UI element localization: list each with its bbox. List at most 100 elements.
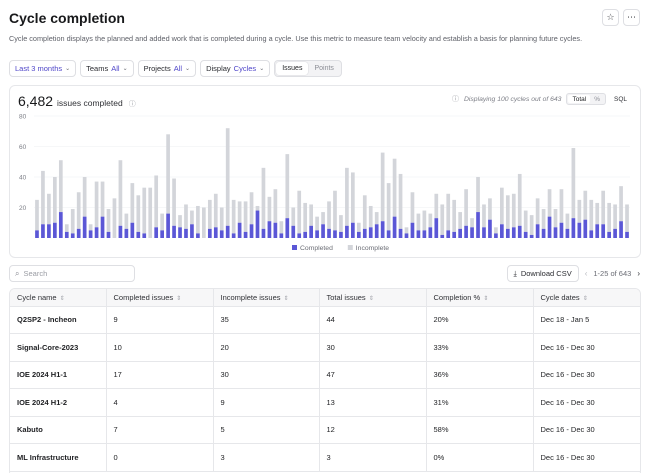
total-cell: 3 <box>319 443 427 472</box>
incomplete-bar <box>511 193 516 228</box>
table-row[interactable]: IOE 2024 H1-1 17 30 47 36% Dec 16 - Dec … <box>10 361 640 389</box>
completed-bar <box>571 218 576 238</box>
incomplete-bar <box>571 148 576 219</box>
incomplete-bar <box>53 177 57 223</box>
table-row[interactable]: Q2SP2 - Incheon 9 35 44 20% Dec 18 - Jan… <box>10 306 640 334</box>
incomplete-bar <box>297 190 302 234</box>
display-filter[interactable]: Display Cycles ⌄ <box>200 60 271 77</box>
completion-cell: 58% <box>426 416 534 444</box>
incomplete-bar <box>428 213 433 228</box>
completed-bar <box>488 219 492 238</box>
incomplete-bar <box>231 199 236 234</box>
completed-bar <box>41 224 45 238</box>
completed-bar <box>297 233 302 238</box>
incomplete-bar <box>148 187 153 238</box>
incomplete-bar <box>315 216 319 231</box>
incomplete-bar <box>142 187 147 234</box>
completed-bar <box>392 216 397 238</box>
incomplete-bar <box>476 177 480 213</box>
incomplete-bar <box>243 201 248 232</box>
incomplete-bar <box>535 198 540 225</box>
completed-metric: 6,482 issues completed ⓘ <box>18 93 136 109</box>
total-cell: 44 <box>319 306 427 334</box>
incomplete-bar <box>273 189 278 223</box>
toggle-issues[interactable]: Issues <box>276 62 309 75</box>
toggle-total[interactable]: Total <box>568 95 591 103</box>
completion-cell: 33% <box>426 333 534 362</box>
search-box: ⌕ <box>9 265 135 282</box>
table-row[interactable]: IOE 2024 H1-2 4 9 13 31% Dec 16 - Dec 30 <box>10 388 640 417</box>
completed-bar <box>172 225 176 238</box>
search-input[interactable] <box>23 269 124 278</box>
teams-filter[interactable]: Teams All ⌄ <box>80 60 134 77</box>
column-header[interactable]: Incomplete issues ⇕ <box>213 289 320 307</box>
incomplete-bar <box>166 134 170 214</box>
date-range-value: Last 3 months <box>15 64 63 73</box>
completion-cell: 31% <box>426 388 534 417</box>
incomplete-bar <box>374 212 379 225</box>
column-header[interactable]: Completed issues ⇕ <box>106 289 214 307</box>
incomplete-bar <box>178 215 182 228</box>
incomplete-bar <box>422 210 427 231</box>
completed-bar <box>470 227 474 238</box>
completed-bar <box>380 221 385 238</box>
incomplete-bar <box>267 196 272 222</box>
completed-bar <box>505 228 510 238</box>
incomplete-bar <box>613 204 617 229</box>
next-page-icon[interactable]: › <box>637 269 640 278</box>
completed-bar <box>207 228 212 238</box>
pagination-label: 1-25 of 643 <box>593 269 632 278</box>
prev-page-icon[interactable]: ‹ <box>584 269 588 278</box>
completed-bar <box>255 210 260 238</box>
completed-bar <box>273 222 278 238</box>
completed-bar <box>434 218 439 238</box>
sql-button[interactable]: SQL <box>613 95 627 103</box>
more-options-icon[interactable]: ⋯ <box>623 9 640 26</box>
column-header-label: Cycle name <box>17 292 57 302</box>
table-row[interactable]: Kabuto 7 5 12 58% Dec 16 - Dec 30 <box>10 416 640 444</box>
completed-cell: 17 <box>106 361 214 389</box>
table-row[interactable]: ML Infrastructure 0 3 3 0% Dec 16 - Dec … <box>10 443 640 472</box>
sort-icon: ⇕ <box>582 295 588 302</box>
legend-swatch <box>347 245 353 250</box>
projects-filter[interactable]: Projects All ⌄ <box>137 60 197 77</box>
completed-bar <box>351 222 355 238</box>
completed-bar <box>213 227 218 238</box>
download-csv-button[interactable]: ⤓ Download CSV <box>506 265 579 282</box>
incomplete-bar <box>207 199 212 229</box>
incomplete-bar <box>488 198 492 220</box>
sort-icon: ⇕ <box>368 295 374 302</box>
column-header[interactable]: Cycle dates ⇕ <box>533 289 640 307</box>
toggle-percent[interactable]: % <box>594 95 600 103</box>
completed-bar <box>285 218 290 238</box>
completed-bar <box>476 212 480 238</box>
completed-bar <box>160 230 164 238</box>
toggle-points[interactable]: Points <box>314 65 334 72</box>
completed-bar <box>154 227 159 238</box>
incomplete-bar <box>482 204 486 228</box>
table-row[interactable]: Signal-Core-2023 10 20 30 33% Dec 16 - D… <box>10 333 640 362</box>
completed-bar <box>386 230 391 238</box>
incomplete-bar <box>76 192 81 229</box>
column-header[interactable]: Total issues ⇕ <box>319 289 427 307</box>
dates-cell: Dec 18 - Jan 5 <box>533 306 640 334</box>
incomplete-bar <box>309 204 313 226</box>
incomplete-bar <box>351 172 355 223</box>
completed-bar <box>500 224 504 238</box>
incomplete-bar <box>70 209 75 234</box>
favorite-star-icon[interactable]: ☆ <box>602 9 619 26</box>
incomplete-bar <box>458 212 462 229</box>
incomplete-bar <box>547 189 552 217</box>
y-tick-label: 60 <box>19 144 27 151</box>
incomplete-bar <box>380 152 385 222</box>
completed-bar <box>267 221 272 238</box>
incomplete-bar <box>386 183 391 231</box>
date-range-dropdown[interactable]: Last 3 months ⌄ <box>9 60 77 77</box>
chevron-down-icon: ⌄ <box>65 66 71 72</box>
issues-points-toggle: Issues Points <box>274 60 342 77</box>
column-header[interactable]: Cycle name ⇕ <box>10 289 107 307</box>
completed-bar <box>625 231 629 238</box>
info-icon[interactable]: ⓘ <box>128 101 136 108</box>
column-header[interactable]: Completion % ⇕ <box>426 289 534 307</box>
completed-cell: 0 <box>106 443 214 472</box>
